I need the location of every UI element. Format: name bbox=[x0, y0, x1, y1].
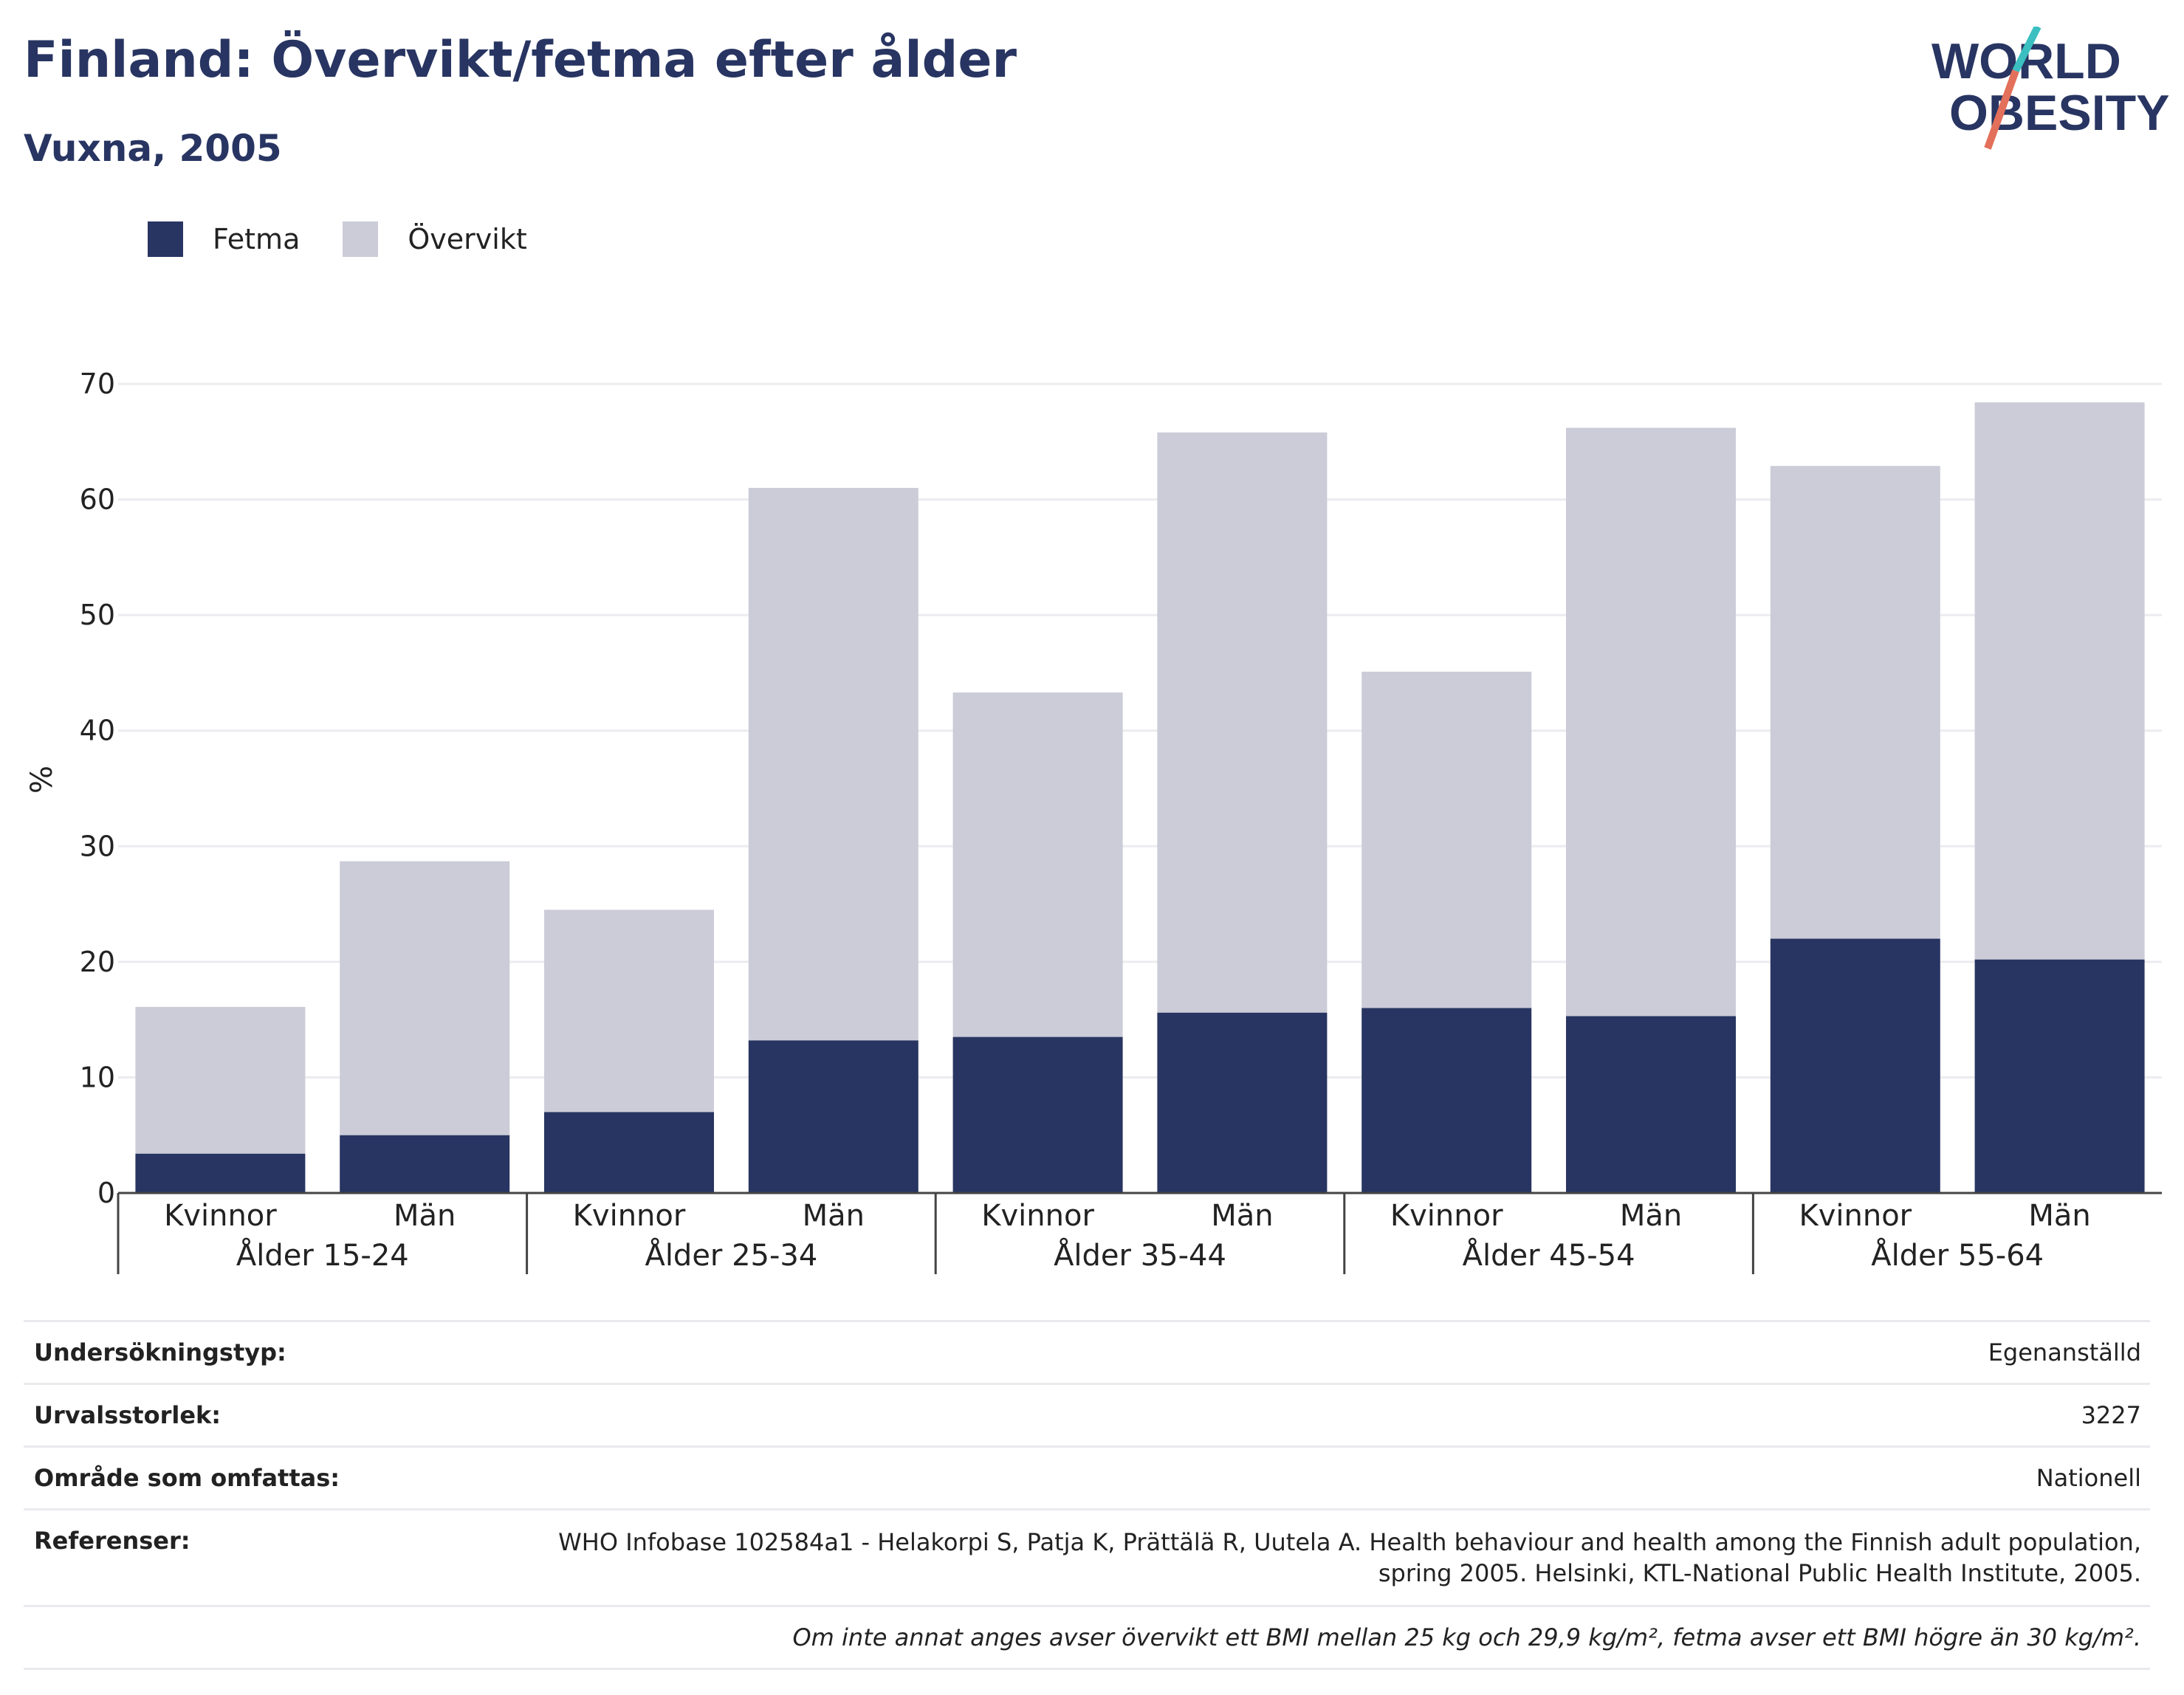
logo-slash-coral bbox=[1984, 69, 2019, 150]
info-row-references: Referenser: WHO Infobase 102584a1 - Hela… bbox=[24, 1508, 2150, 1605]
references-line-1: WHO Infobase 102584a1 - Helakorpi S, Pat… bbox=[558, 1528, 2141, 1556]
y-tick-label: 30 bbox=[80, 830, 115, 862]
bar-overvikt bbox=[748, 487, 918, 1041]
logo-slash-teal bbox=[2012, 27, 2042, 73]
legend-swatch-overvikt bbox=[343, 221, 379, 257]
coverage-value: Nationell bbox=[2036, 1464, 2141, 1492]
info-row-coverage: Område som omfattas: Nationell bbox=[24, 1445, 2150, 1508]
info-row-note: Om inte annat anges avser övervikt ett B… bbox=[24, 1605, 2150, 1668]
y-tick-label: 20 bbox=[80, 946, 115, 978]
bar-overvikt bbox=[135, 1006, 306, 1154]
bar-fetma bbox=[544, 1112, 714, 1193]
coverage-label: Område som omfattas: bbox=[34, 1464, 340, 1492]
x-tick-label-group: Ålder 35-44 bbox=[1054, 1237, 1226, 1273]
y-tick-label: 60 bbox=[80, 484, 115, 516]
page-subtitle: Vuxna, 2005 bbox=[24, 127, 282, 170]
bar-overvikt bbox=[952, 692, 1123, 1037]
y-tick-label: 40 bbox=[80, 715, 115, 747]
x-tick-label-group: Ålder 45-54 bbox=[1463, 1237, 1635, 1273]
bar-fetma bbox=[1157, 1012, 1328, 1193]
bar-overvikt bbox=[1157, 432, 1328, 1013]
world-obesity-logo: WORLD OBESITY bbox=[1931, 27, 2170, 150]
bar-fetma bbox=[340, 1135, 510, 1193]
bar-fetma bbox=[952, 1036, 1123, 1193]
x-tick-label-sub: Män bbox=[394, 1199, 456, 1233]
references-line-2: spring 2005. Helsinki, KTL-National Publ… bbox=[1378, 1559, 2141, 1587]
bar-fetma bbox=[1361, 1008, 1532, 1193]
chart-legend: Fetma Övervikt bbox=[148, 219, 570, 260]
bar-fetma bbox=[1566, 1016, 1736, 1193]
bar-fetma bbox=[1770, 938, 1940, 1193]
bar-overvikt bbox=[1361, 671, 1532, 1008]
sample-size-value: 3227 bbox=[2081, 1401, 2141, 1429]
bmi-note: Om inte annat anges avser övervikt ett B… bbox=[792, 1623, 2141, 1651]
bar-overvikt bbox=[1974, 402, 2145, 960]
x-tick-label-sub: Kvinnor bbox=[1390, 1199, 1503, 1233]
x-tick-label-sub: Män bbox=[1211, 1199, 1273, 1233]
x-tick-label-sub: Kvinnor bbox=[573, 1199, 686, 1233]
bar-fetma bbox=[1974, 959, 2145, 1193]
legend-item-overvikt[interactable]: Övervikt bbox=[343, 221, 527, 257]
bar-chart: 0 10 20 30 40 50 60 70% Kvinnor Män Kvinnor Män Kvin… bbox=[25, 368, 2162, 1274]
y-tick-label: 0 bbox=[97, 1177, 115, 1209]
logo-line2: OBESITY bbox=[1949, 85, 2170, 141]
info-table-bottom-rule bbox=[24, 1668, 2150, 1670]
y-tick-label: 10 bbox=[80, 1061, 115, 1093]
sample-size-label: Urvalsstorlek: bbox=[34, 1401, 222, 1429]
x-tick-label-sub: Män bbox=[1620, 1199, 1682, 1233]
bar-overvikt bbox=[544, 910, 714, 1113]
x-tick-label-sub: Kvinnor bbox=[1799, 1199, 1912, 1233]
x-tick-label-group: Ålder 15-24 bbox=[236, 1237, 409, 1273]
survey-type-value: Egenanställd bbox=[1988, 1338, 2141, 1366]
x-tick-label-sub: Kvinnor bbox=[164, 1199, 277, 1233]
x-tick-label-group: Ålder 55-64 bbox=[1871, 1237, 2044, 1273]
survey-type-label: Undersökningstyp: bbox=[34, 1338, 286, 1366]
bar-fetma bbox=[135, 1153, 306, 1193]
y-tick-label: 50 bbox=[80, 599, 115, 631]
legend-item-fetma[interactable]: Fetma bbox=[148, 221, 300, 257]
x-tick-label-group: Ålder 25-34 bbox=[645, 1237, 817, 1273]
x-tick-label-sub: Män bbox=[803, 1199, 865, 1233]
bar-overvikt bbox=[1770, 466, 1940, 939]
bar-overvikt bbox=[1566, 427, 1736, 1017]
legend-swatch-fetma bbox=[148, 221, 183, 257]
info-row-sample-size: Urvalsstorlek: 3227 bbox=[24, 1383, 2150, 1445]
info-table: Undersökningstyp: Egenanställd Urvalssto… bbox=[24, 1320, 2150, 1670]
bar-overvikt bbox=[340, 861, 510, 1135]
legend-label-fetma: Fetma bbox=[213, 223, 301, 255]
x-tick-label-sub: Män bbox=[2028, 1199, 2090, 1233]
references-value: WHO Infobase 102584a1 - Helakorpi S, Pat… bbox=[558, 1527, 2141, 1589]
page-title: Finland: Övervikt/fetma efter ålder bbox=[24, 31, 1017, 89]
bar-fetma bbox=[748, 1040, 918, 1193]
x-tick-label-sub: Kvinnor bbox=[981, 1199, 1094, 1233]
y-tick-label: 70 bbox=[80, 368, 115, 400]
info-row-survey-type: Undersökningstyp: Egenanställd bbox=[24, 1320, 2150, 1383]
references-label: Referenser: bbox=[34, 1527, 190, 1555]
y-axis-label: % bbox=[25, 766, 59, 794]
legend-label-overvikt: Övervikt bbox=[408, 223, 527, 255]
